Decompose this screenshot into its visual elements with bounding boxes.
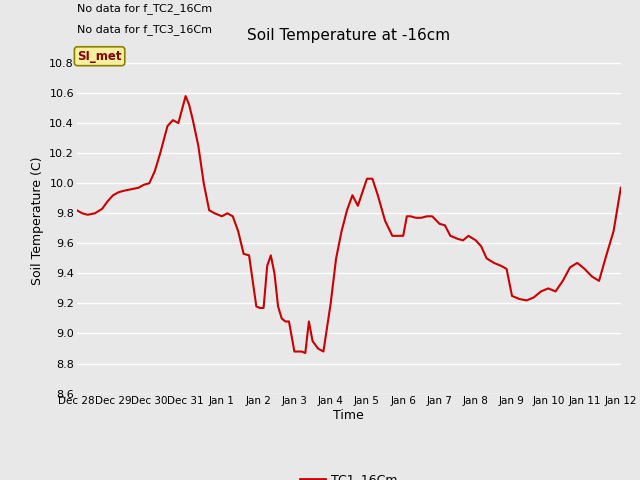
Text: No data for f_TC2_16Cm: No data for f_TC2_16Cm — [77, 3, 212, 14]
Legend: TC1_16Cm: TC1_16Cm — [295, 468, 403, 480]
Text: No data for f_TC3_16Cm: No data for f_TC3_16Cm — [77, 24, 212, 35]
Text: SI_met: SI_met — [77, 50, 122, 63]
Y-axis label: Soil Temperature (C): Soil Temperature (C) — [31, 156, 44, 285]
Title: Soil Temperature at -16cm: Soil Temperature at -16cm — [247, 28, 451, 43]
X-axis label: Time: Time — [333, 409, 364, 422]
